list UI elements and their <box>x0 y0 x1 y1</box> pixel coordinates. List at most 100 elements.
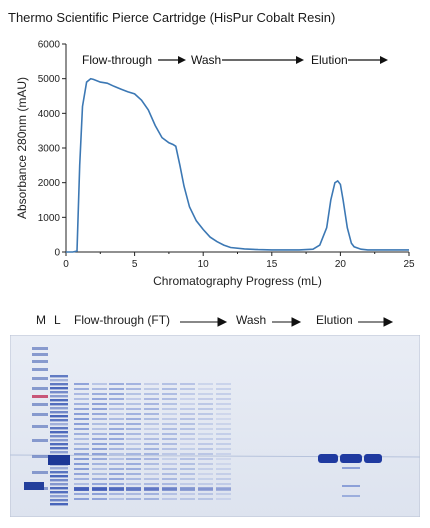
ft-lane-band <box>74 403 89 405</box>
phase-arrowhead <box>178 56 186 64</box>
y-tick-label: 4000 <box>38 109 61 120</box>
ft-lane-band <box>216 438 231 440</box>
ft-lane-band <box>144 473 159 475</box>
ft-lane-band <box>144 493 159 495</box>
ft-lane-band <box>180 493 195 495</box>
load-lane-band <box>50 499 68 502</box>
x-axis-title: Chromatography Progress (mL) <box>153 274 322 288</box>
ft-lane-band <box>126 483 141 485</box>
ft-lane-band <box>126 463 141 465</box>
ft-lane-band <box>180 418 195 420</box>
y-tick-label: 5000 <box>38 74 61 85</box>
ft-lane-band <box>92 418 107 420</box>
ft-lane-band <box>162 448 177 450</box>
ft-lane-band <box>109 403 124 405</box>
ft-lane-band <box>198 483 213 485</box>
ft-lane-band <box>144 413 159 415</box>
marker-band <box>32 368 48 371</box>
phase-label: Flow-through <box>82 53 152 67</box>
ft-lane-band <box>92 463 107 465</box>
ft-lane-band <box>216 483 231 485</box>
ft-lane-band <box>92 493 107 495</box>
ft-lane-band <box>180 438 195 440</box>
ft-lane-band <box>109 453 124 455</box>
elution-minor-band <box>342 467 360 469</box>
ft-lane-band <box>92 458 107 460</box>
ft-lane-strong-band <box>144 487 159 491</box>
ft-lane-band <box>109 483 124 485</box>
ft-lane-band <box>162 388 177 390</box>
ft-lane-band <box>92 453 107 455</box>
ft-lane-band <box>92 383 107 385</box>
ft-lane-band <box>162 493 177 495</box>
x-tick-label: 25 <box>403 259 415 270</box>
ft-lane-band <box>126 443 141 445</box>
marker-band <box>32 387 48 390</box>
ft-lane-strong-band <box>109 487 124 491</box>
ft-lane-band <box>144 418 159 420</box>
phase-label: Wash <box>191 53 221 67</box>
ft-lane-band <box>180 408 195 410</box>
ft-lane-band <box>144 398 159 400</box>
ft-lane-band <box>216 448 231 450</box>
ft-lane-band <box>216 408 231 410</box>
ft-lane-band <box>74 463 89 465</box>
ft-lane-band <box>144 423 159 425</box>
load-lane-band <box>50 447 68 450</box>
load-lane-band <box>50 495 68 498</box>
ft-lane-band <box>198 443 213 445</box>
ft-lane-band <box>216 403 231 405</box>
ft-lane-band <box>180 478 195 480</box>
ft-lane-band <box>180 443 195 445</box>
ft-lane-band <box>126 428 141 430</box>
ft-lane-band <box>144 433 159 435</box>
ft-lane-band <box>109 463 124 465</box>
load-lane-band <box>50 427 68 430</box>
ft-lane-strong-band <box>162 487 177 491</box>
load-lane-band <box>50 491 68 494</box>
ft-lane-band <box>216 498 231 500</box>
ft-lane-band <box>198 398 213 400</box>
ft-lane-band <box>162 423 177 425</box>
load-lane-band <box>50 399 68 402</box>
load-lane-band <box>50 411 68 414</box>
ft-lane-band <box>144 478 159 480</box>
ft-lane-band <box>126 433 141 435</box>
ft-lane-band <box>198 498 213 500</box>
ft-lane-band <box>198 493 213 495</box>
load-lane-band <box>50 471 68 474</box>
load-lane-band <box>50 451 68 454</box>
marker-band <box>32 377 48 380</box>
ft-lane-band <box>180 488 195 490</box>
ft-lane-band <box>126 498 141 500</box>
ft-lane-band <box>162 463 177 465</box>
marker-band <box>32 439 48 442</box>
ft-lane-band <box>92 473 107 475</box>
lane-label-l: L <box>54 313 61 327</box>
ft-lane-strong-band <box>180 487 195 491</box>
marker-band <box>32 455 48 458</box>
load-lane-band <box>50 415 68 418</box>
ft-lane-band <box>109 473 124 475</box>
ft-lane-band <box>92 398 107 400</box>
ft-lane-band <box>74 448 89 450</box>
ft-lane-band <box>126 448 141 450</box>
ft-lane-band <box>144 403 159 405</box>
ft-lane-band <box>92 403 107 405</box>
ft-lane-band <box>144 393 159 395</box>
lane-label-wash: Wash <box>236 313 267 327</box>
ft-lane-band <box>216 473 231 475</box>
ft-lane-band <box>180 388 195 390</box>
load-lane-strong-band <box>48 455 70 465</box>
gel-bands <box>24 347 382 506</box>
ft-lane-band <box>126 408 141 410</box>
ft-lane-band <box>144 388 159 390</box>
load-lane-band <box>50 419 68 422</box>
ft-lane-band <box>162 408 177 410</box>
ft-lane-band <box>162 438 177 440</box>
ft-lane-band <box>162 418 177 420</box>
ft-lane-band <box>92 443 107 445</box>
lane-label-m: M <box>36 313 46 327</box>
ft-lane-band <box>162 393 177 395</box>
marker-band <box>32 425 48 428</box>
